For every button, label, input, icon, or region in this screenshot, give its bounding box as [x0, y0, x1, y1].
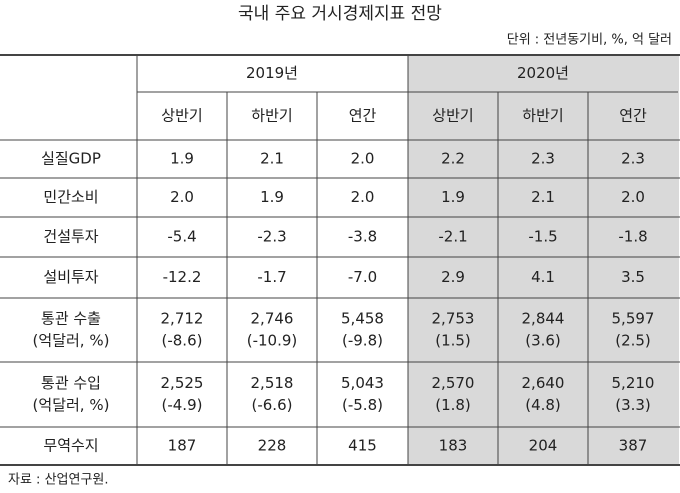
period: 하반기	[251, 107, 292, 125]
cell: (2.5)	[615, 332, 651, 350]
cell: 2.3	[621, 150, 645, 168]
cell: 2.1	[531, 188, 555, 206]
row-label: 무역수지	[43, 437, 98, 455]
cell: (-10.9)	[247, 332, 298, 350]
cell: 2,844	[522, 310, 565, 328]
year: 2020년	[517, 64, 569, 82]
row-label: 통관 수출	[41, 310, 101, 328]
cell: 5,597	[612, 310, 655, 328]
cell: 5,458	[341, 310, 384, 328]
cell: (-4.9)	[162, 396, 203, 414]
cell: 1.9	[260, 188, 284, 206]
cell: 183	[439, 437, 468, 455]
period: 상반기	[432, 107, 473, 125]
cell: -2.3	[257, 228, 286, 246]
unit: 단위 : 전년동기비, %, 억 달러	[507, 33, 672, 48]
cell: (-6.6)	[252, 396, 293, 414]
period: 연간	[349, 107, 377, 125]
cell: 2.2	[441, 150, 465, 168]
cell: 2.0	[621, 188, 645, 206]
cell: 3.5	[621, 268, 645, 286]
cell: -1.7	[257, 268, 286, 286]
cell: 387	[619, 437, 648, 455]
cell: 2,525	[161, 374, 204, 392]
period: 하반기	[522, 107, 563, 125]
row-label: 설비투자	[43, 268, 98, 286]
year: 2019년	[246, 64, 298, 82]
cell: (-5.8)	[342, 396, 383, 414]
cell: 228	[258, 437, 287, 455]
cell: 2,570	[432, 374, 475, 392]
row-label: 통관 수입	[41, 374, 101, 392]
cell: 1.9	[441, 188, 465, 206]
period: 상반기	[161, 107, 202, 125]
cell: 415	[348, 437, 377, 455]
cell: -7.0	[348, 268, 377, 286]
title: 국내 주요 거시경제지표 전망	[238, 4, 442, 24]
cell: 5,043	[341, 374, 384, 392]
cell: (-8.6)	[162, 332, 203, 350]
row-label: (억달러, %)	[33, 332, 110, 350]
cell: (1.8)	[435, 396, 471, 414]
cell: 2,746	[251, 310, 294, 328]
cell: 204	[529, 437, 558, 455]
cell: 2.0	[351, 188, 375, 206]
shade-2020	[408, 55, 679, 466]
row-label: (억달러, %)	[33, 396, 110, 414]
source: 자료 : 산업연구원.	[8, 473, 109, 488]
cell: -5.4	[167, 228, 196, 246]
cell: 1.9	[170, 150, 194, 168]
cell: 187	[168, 437, 197, 455]
cell: 5,210	[612, 374, 655, 392]
cell: -12.2	[163, 268, 202, 286]
row-label: 실질GDP	[41, 150, 101, 168]
cell: 2,753	[432, 310, 475, 328]
cell: 2.0	[170, 188, 194, 206]
cell: -3.8	[348, 228, 377, 246]
cell: 2,518	[251, 374, 294, 392]
cell: 4.1	[531, 268, 555, 286]
cell: (3.6)	[525, 332, 561, 350]
cell: (1.5)	[435, 332, 471, 350]
cell: 2.9	[441, 268, 465, 286]
cell: 2.3	[531, 150, 555, 168]
cell: 2.0	[351, 150, 375, 168]
cell: -2.1	[438, 228, 467, 246]
row-label: 건설투자	[43, 228, 98, 246]
period: 연간	[619, 107, 647, 125]
row-label: 민간소비	[43, 188, 98, 206]
cell: (-9.8)	[342, 332, 383, 350]
cell: -1.8	[618, 228, 647, 246]
cell: 2,640	[522, 374, 565, 392]
cell: 2,712	[161, 310, 204, 328]
cell: (4.8)	[525, 396, 561, 414]
cell: -1.5	[528, 228, 557, 246]
cell: (3.3)	[615, 396, 651, 414]
cell: 2.1	[260, 150, 284, 168]
